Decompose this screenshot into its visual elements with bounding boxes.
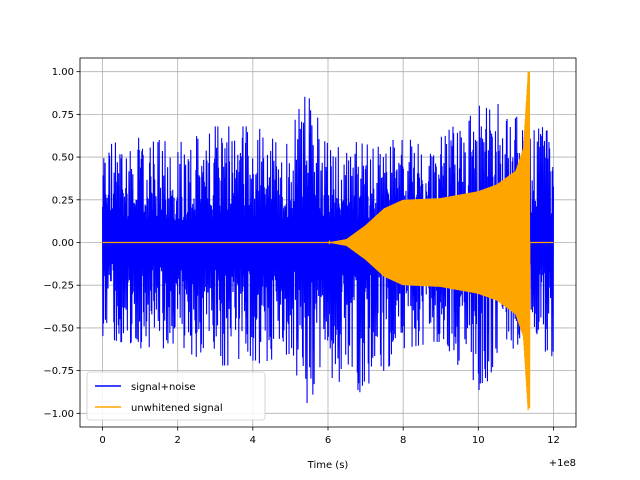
x-tick-label: 0 [99,435,105,446]
y-tick-label: −0.25 [43,281,74,292]
x-tick-label: 8 [400,435,406,446]
x-axis-label: Time (s) [307,460,349,471]
tick-labels: 0 2 4 6 8 10 12 1.00 0.75 0.50 0.25 0.00 −0.25 −0.50 −… [43,67,559,446]
x-tick-label: 4 [250,435,256,446]
x-tick-label: 12 [547,435,560,446]
legend-box [86,371,266,421]
y-tick-label: 0.50 [52,153,74,164]
y-tick-label: 0.25 [52,195,74,206]
legend-label: unwhitened signal [131,403,223,414]
x-tick-label: 10 [472,435,485,446]
plot-lines [102,71,554,411]
series-unwhitened-signal-line [102,71,554,411]
legend: signal+noise unwhitened signal [86,371,266,421]
y-tick-label: −1.00 [43,409,74,420]
x-tick-label: 2 [175,435,181,446]
legend-label: signal+noise [131,382,196,393]
x-axis-offset-label: +1e8 [549,458,576,469]
y-tick-label: −0.50 [43,323,74,334]
y-tick-label: −0.75 [43,366,74,377]
y-tick-label: 1.00 [52,67,74,78]
series-signal-noise-line [102,96,554,403]
x-tick-label: 6 [325,435,331,446]
y-tick-label: 0.75 [52,110,74,121]
y-tick-label: 0.00 [52,238,74,249]
